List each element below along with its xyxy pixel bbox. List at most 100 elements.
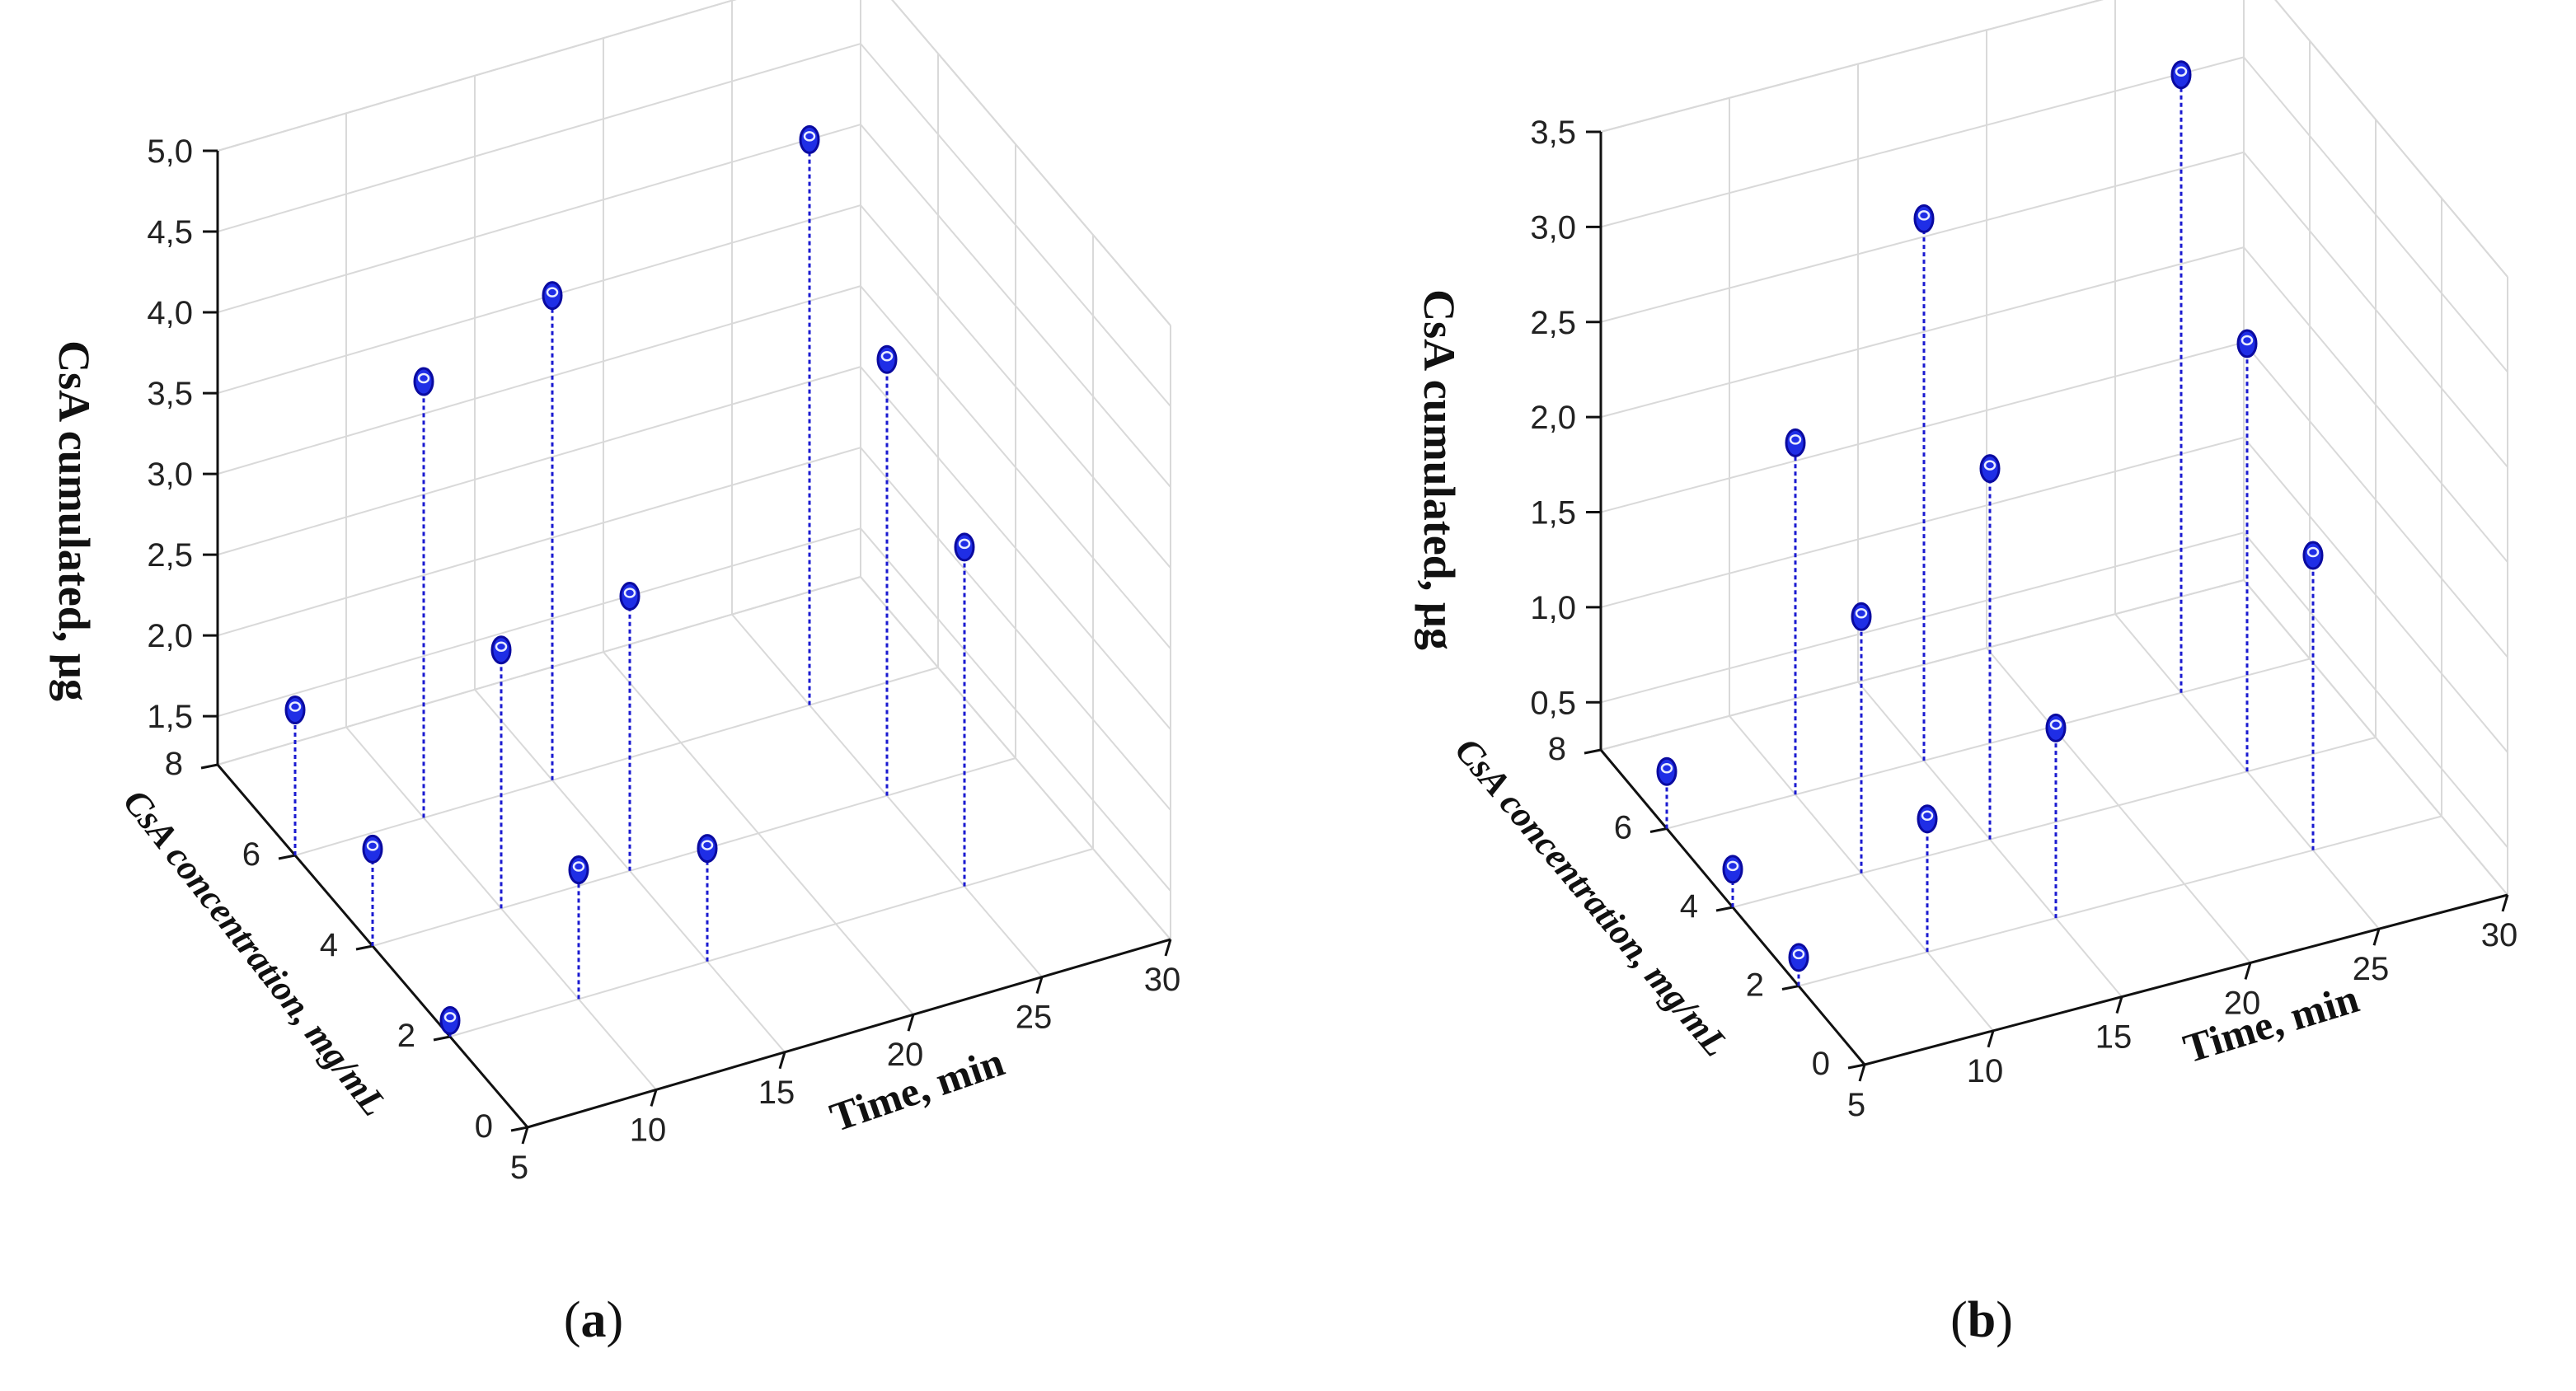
x-axis-line-b [1864, 893, 2508, 1066]
x-tick-label-a-4: 25 [1016, 1000, 1053, 1036]
x-tick-label-a-1: 10 [630, 1112, 667, 1148]
grid-side-z-a-0 [860, 527, 1171, 892]
grid-back-z-a-4 [217, 204, 861, 395]
grid-back-z-a-7 [217, 0, 737, 152]
grid-side-z-a-4 [860, 204, 1171, 569]
y-tick-label-b-1: 2 [1746, 967, 1764, 1004]
data-point-highlight-a-4 [495, 641, 508, 652]
data-point-highlight-a-8 [546, 287, 559, 297]
x-tick-label-a-2: 15 [758, 1075, 795, 1111]
grid-side-z-b-3 [2243, 246, 2508, 563]
data-point-highlight-a-1 [366, 841, 379, 851]
grid-side-z-a-6 [860, 43, 1171, 407]
z-tick-label-b-6: 3,5 [1530, 115, 1576, 151]
y-tick-mark-b-2 [1715, 906, 1734, 912]
y-tick-mark-a-1 [433, 1035, 451, 1042]
grid-floor-y-b-3 [1666, 658, 2311, 830]
grid-side-z-a-7 [891, 0, 1171, 326]
x-tick-mark-b-0 [1858, 1064, 1866, 1082]
y-tick-mark-b-0 [1847, 1063, 1865, 1070]
z-tick-label-a-6: 4,5 [147, 214, 193, 251]
grid-back-z-b-4 [1600, 151, 2245, 323]
panel-label-close-a: ) [607, 1292, 624, 1348]
y-tick-label-a-1: 2 [397, 1018, 415, 1054]
grid-back-z-a-1 [217, 447, 861, 637]
grid-side-z-b-1 [2243, 437, 2508, 753]
z-tick-label-b-0: 0,5 [1530, 685, 1576, 721]
y-tick-mark-a-4 [200, 763, 218, 770]
grid-back-z-b-2 [1600, 341, 2245, 513]
y-tick-label-b-2: 4 [1680, 888, 1698, 925]
data-point-highlight-b-6 [2049, 719, 2062, 730]
data-point-highlight-b-0 [1792, 948, 1805, 960]
chart-panel-b: 5 10 15 20 25 30 0 2 4 6 8 0,5 1,0 1,5 2,0 2,5 3,0 3,5 CsA… [1415, 0, 2517, 1348]
z-tick-label-b-3: 2,0 [1530, 400, 1576, 436]
data-point-highlight-b-11 [2175, 66, 2188, 77]
grid-side-z-b-0 [2243, 532, 2508, 848]
y-tick-label-a-4: 8 [165, 746, 183, 782]
y-tick-mark-b-4 [1584, 748, 1602, 755]
z-axis-title-a: CsA cumulated, µg [49, 340, 99, 701]
data-point-highlight-b-10 [2241, 335, 2254, 346]
grid-side-z-b-6 [2274, 0, 2508, 278]
x-tick-label-b-1: 10 [1967, 1053, 2004, 1089]
z-tick-label-b-4: 2,5 [1530, 305, 1576, 341]
grid-floor-y-a-4 [217, 576, 861, 766]
y-tick-mark-a-3 [278, 854, 296, 860]
x-tick-label-b-3: 20 [2224, 985, 2261, 1021]
frame-edge-a-3 [217, 0, 737, 152]
y-tick-mark-a-0 [510, 1126, 528, 1132]
data-point-highlight-b-3 [1921, 810, 1934, 822]
data-point-highlight-a-0 [443, 1012, 457, 1023]
data-point-highlight-b-1 [1726, 860, 1739, 872]
data-point-highlight-a-6 [701, 840, 714, 850]
y-axis-title-a: CsA concentration, mg/mL [115, 782, 395, 1124]
x-tick-mark-a-5 [1164, 939, 1172, 957]
panel-label-letter-b: b [1968, 1292, 1996, 1348]
data-point-highlight-a-5 [417, 372, 430, 384]
data-point-highlight-b-2 [1660, 763, 1673, 774]
z-tick-label-a-4: 3,5 [147, 376, 193, 412]
panel-label-open-a: ( [564, 1292, 581, 1348]
grid-side-z-b-2 [2243, 341, 2508, 658]
y-tick-label-a-2: 4 [320, 927, 338, 963]
data-point-highlight-a-10 [880, 351, 894, 362]
panel-label-close-b: ) [1996, 1292, 2013, 1348]
grid-back-z-b-6 [1600, 0, 2104, 133]
x-tick-label-b-0: 5 [1847, 1087, 1865, 1123]
panel-label-b: (b) [1950, 1292, 2013, 1348]
z-tick-label-a-7: 5,0 [147, 133, 193, 170]
z-tick-label-a-3: 3,0 [147, 457, 193, 493]
z-tick-label-a-0: 1,5 [147, 699, 193, 735]
data-point-highlight-a-11 [803, 131, 816, 142]
frame-edge-b-3 [1600, 0, 2104, 133]
data-point-highlight-a-2 [289, 701, 302, 712]
grid-floor-y-b-1 [1798, 815, 2442, 987]
grid-floor-y-a-2 [372, 757, 1016, 947]
grid-side-z-b-4 [2243, 152, 2508, 468]
y-tick-mark-b-3 [1649, 827, 1668, 833]
grid-side-z-a-5 [860, 124, 1171, 488]
x-tick-mark-a-2 [778, 1051, 786, 1070]
x-tick-mark-b-4 [2372, 928, 2381, 946]
x-axis-line-a [527, 938, 1171, 1129]
z-tick-label-a-2: 2,5 [147, 537, 193, 574]
y-tick-label-a-3: 6 [242, 836, 260, 873]
grid-back-z-b-0 [1600, 532, 2245, 704]
y-tick-label-b-3: 6 [1614, 810, 1632, 846]
panel-label-a: (a) [564, 1292, 623, 1348]
y-tick-label-b-4: 8 [1548, 731, 1566, 767]
panel-label-letter-a: a [581, 1292, 607, 1348]
grid-floor-y-b-4 [1600, 579, 2245, 751]
z-tick-label-a-5: 4,0 [147, 295, 193, 331]
data-point-highlight-a-7 [623, 588, 636, 598]
grid-back-z-a-0 [217, 527, 861, 718]
y-tick-mark-a-2 [355, 944, 373, 951]
grid-side-z-a-1 [860, 447, 1171, 811]
x-tick-mark-a-1 [650, 1089, 658, 1107]
y-tick-mark-b-1 [1781, 985, 1799, 991]
panel-label-open-b: ( [1950, 1292, 1968, 1348]
grid-floor-y-b-2 [1732, 737, 2377, 908]
x-tick-label-b-5: 30 [2481, 917, 2518, 953]
